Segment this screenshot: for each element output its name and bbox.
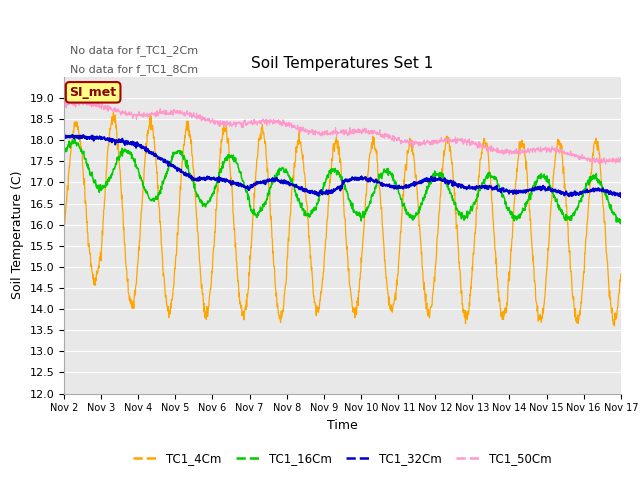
TC1_16Cm bbox=[297, 204, 305, 210]
TC1_16Cm bbox=[104, 182, 111, 188]
Line: TC1_32Cm: TC1_32Cm bbox=[64, 134, 621, 197]
TC1_50Cm bbox=[104, 106, 111, 111]
TC1_50Cm bbox=[378, 132, 385, 137]
TC1_50Cm bbox=[602, 161, 609, 167]
TC1_4Cm bbox=[611, 323, 618, 329]
TC1_4Cm bbox=[378, 206, 385, 212]
TC1_16Cm bbox=[60, 153, 68, 159]
TC1_4Cm bbox=[297, 139, 305, 144]
TC1_50Cm bbox=[617, 155, 625, 160]
TC1_32Cm bbox=[104, 135, 111, 141]
TC1_4Cm bbox=[109, 110, 117, 116]
TC1_32Cm bbox=[318, 190, 326, 195]
Line: TC1_50Cm: TC1_50Cm bbox=[64, 99, 621, 164]
Y-axis label: Soil Temperature (C): Soil Temperature (C) bbox=[11, 171, 24, 300]
TC1_16Cm bbox=[308, 210, 316, 216]
TC1_50Cm bbox=[297, 129, 305, 135]
TC1_32Cm bbox=[617, 194, 625, 200]
TC1_50Cm bbox=[126, 112, 134, 118]
TC1_50Cm bbox=[308, 127, 316, 132]
TC1_4Cm bbox=[617, 271, 625, 277]
TC1_32Cm bbox=[297, 187, 305, 192]
Legend: TC1_4Cm, TC1_16Cm, TC1_32Cm, TC1_50Cm: TC1_4Cm, TC1_16Cm, TC1_32Cm, TC1_50Cm bbox=[129, 448, 556, 470]
Line: TC1_4Cm: TC1_4Cm bbox=[64, 113, 621, 326]
TC1_16Cm bbox=[616, 221, 624, 227]
TC1_16Cm bbox=[318, 190, 326, 196]
Text: No data for f_TC1_2Cm: No data for f_TC1_2Cm bbox=[70, 45, 198, 56]
TC1_50Cm bbox=[60, 103, 68, 109]
TC1_4Cm bbox=[60, 228, 68, 234]
TC1_4Cm bbox=[318, 282, 326, 288]
Title: Soil Temperatures Set 1: Soil Temperatures Set 1 bbox=[252, 57, 433, 72]
TC1_32Cm bbox=[378, 182, 385, 188]
TC1_16Cm bbox=[71, 136, 79, 142]
Line: TC1_16Cm: TC1_16Cm bbox=[64, 139, 621, 224]
TC1_50Cm bbox=[318, 129, 326, 135]
TC1_16Cm bbox=[378, 170, 385, 176]
TC1_4Cm bbox=[103, 158, 111, 164]
TC1_32Cm bbox=[60, 132, 68, 137]
Text: SI_met: SI_met bbox=[70, 86, 116, 99]
TC1_50Cm bbox=[77, 96, 85, 102]
TC1_32Cm bbox=[308, 188, 316, 193]
TC1_16Cm bbox=[617, 218, 625, 224]
Text: No data for f_TC1_8Cm: No data for f_TC1_8Cm bbox=[70, 64, 198, 75]
TC1_4Cm bbox=[126, 299, 134, 305]
X-axis label: Time: Time bbox=[327, 419, 358, 432]
TC1_32Cm bbox=[126, 141, 134, 146]
TC1_4Cm bbox=[308, 271, 316, 277]
TC1_32Cm bbox=[61, 132, 68, 137]
TC1_16Cm bbox=[126, 149, 134, 155]
